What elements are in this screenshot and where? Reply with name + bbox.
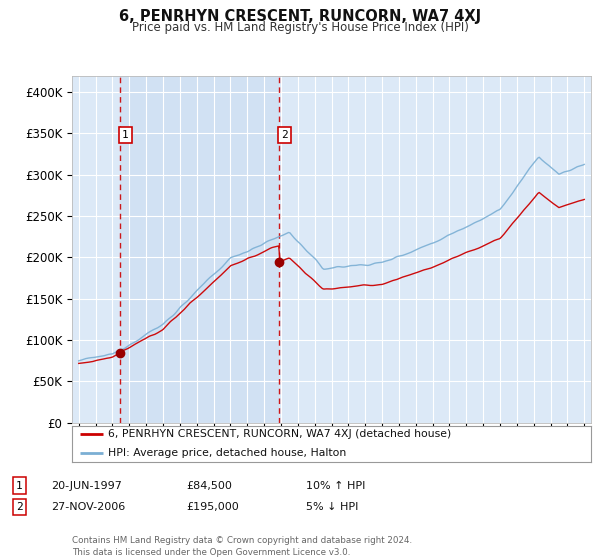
Text: Price paid vs. HM Land Registry's House Price Index (HPI): Price paid vs. HM Land Registry's House …	[131, 21, 469, 34]
Text: 6, PENRHYN CRESCENT, RUNCORN, WA7 4XJ (detached house): 6, PENRHYN CRESCENT, RUNCORN, WA7 4XJ (d…	[109, 430, 452, 440]
Text: 2: 2	[281, 130, 288, 140]
Text: 6, PENRHYN CRESCENT, RUNCORN, WA7 4XJ: 6, PENRHYN CRESCENT, RUNCORN, WA7 4XJ	[119, 9, 481, 24]
Text: HPI: Average price, detached house, Halton: HPI: Average price, detached house, Halt…	[109, 447, 347, 458]
Text: Contains HM Land Registry data © Crown copyright and database right 2024.
This d: Contains HM Land Registry data © Crown c…	[72, 536, 412, 557]
Text: 10% ↑ HPI: 10% ↑ HPI	[306, 480, 365, 491]
Text: 2: 2	[16, 502, 23, 512]
Text: 20-JUN-1997: 20-JUN-1997	[51, 480, 122, 491]
Text: 1: 1	[16, 480, 23, 491]
Bar	[121, 76, 280, 423]
Text: 1: 1	[122, 130, 129, 140]
Text: £84,500: £84,500	[186, 480, 232, 491]
Text: £195,000: £195,000	[186, 502, 239, 512]
Text: 5% ↓ HPI: 5% ↓ HPI	[306, 502, 358, 512]
Text: 27-NOV-2006: 27-NOV-2006	[51, 502, 125, 512]
